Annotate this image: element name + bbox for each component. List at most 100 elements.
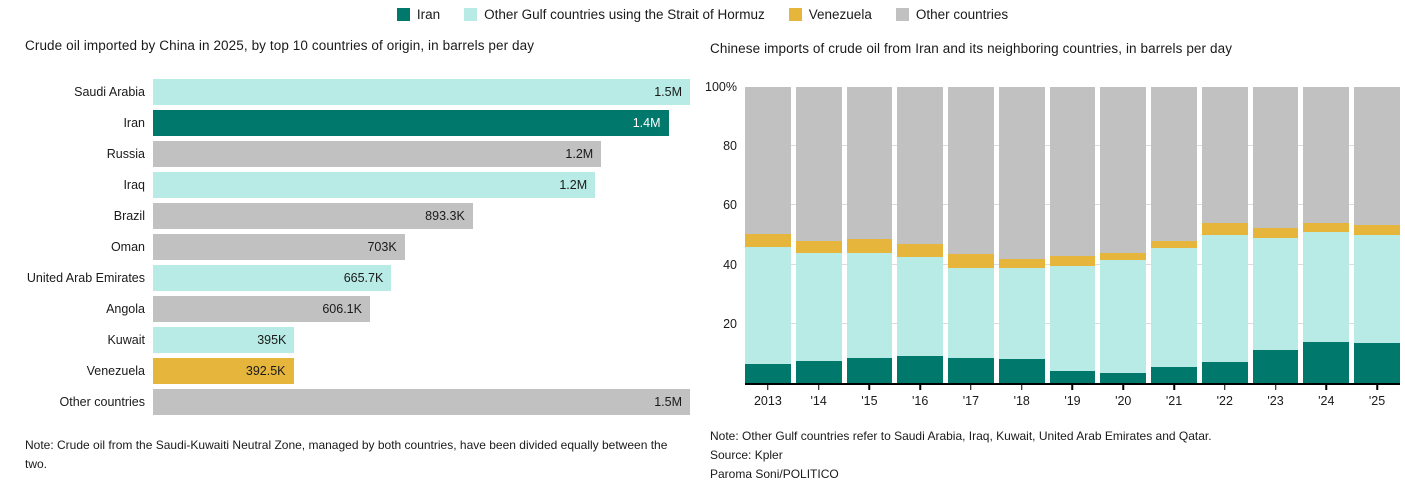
value-label: 703K xyxy=(367,240,397,254)
x-axis-cell: '16 xyxy=(897,385,943,408)
x-axis-cell: '15 xyxy=(847,385,893,408)
segment-venezuela xyxy=(1049,255,1096,267)
x-axis-label: '21 xyxy=(1165,394,1183,408)
x-axis-cell: '14 xyxy=(796,385,842,408)
x-axis-label: '19 xyxy=(1064,394,1081,408)
legend-item-venezuela: Venezuela xyxy=(788,7,872,22)
segment-other xyxy=(1252,87,1299,228)
segment-iran xyxy=(948,357,994,383)
bar-track: 392.5K xyxy=(153,358,690,384)
segment-gulf xyxy=(1201,234,1248,363)
country-label: Oman xyxy=(110,240,145,254)
left-chart-note: Note: Crude oil from the Saudi-Kuwaiti N… xyxy=(25,438,668,471)
stacked-bar-15 xyxy=(846,87,893,383)
segment-venezuela xyxy=(745,233,791,247)
bar-row: Iran 1.4M xyxy=(25,110,690,136)
country-label: Venezuela xyxy=(86,364,145,378)
segment-gulf xyxy=(1100,260,1147,373)
segment-venezuela xyxy=(1151,240,1197,249)
bar-row: Oman 703K xyxy=(25,234,690,260)
stacked-bar-22 xyxy=(1201,87,1248,383)
x-axis-tick xyxy=(1071,385,1074,390)
legend-item-other: Other countries xyxy=(895,7,1009,22)
segment-other xyxy=(1049,87,1096,256)
legend-label: Other Gulf countries using the Strait of… xyxy=(484,7,765,22)
segment-venezuela xyxy=(1303,223,1350,233)
segment-iran xyxy=(1049,371,1096,383)
segment-other xyxy=(948,87,994,255)
stacked-bar-23 xyxy=(1252,87,1299,383)
segment-venezuela xyxy=(1252,227,1299,238)
segment-iran xyxy=(1354,343,1400,383)
segment-gulf xyxy=(745,246,791,364)
country-label: Iran xyxy=(123,116,145,130)
country-label: Brazil xyxy=(113,209,145,223)
right-chart-plot: 100% 80 60 40 20 xyxy=(705,80,1400,385)
bar-track: 395K xyxy=(153,327,690,353)
x-axis-label: 2013 xyxy=(753,394,782,408)
bar-track: 893.3K xyxy=(153,203,690,229)
bar-track: 1.5M xyxy=(153,79,690,105)
x-axis-tick xyxy=(868,385,871,390)
bar-gulf: 665.7K xyxy=(153,265,392,291)
segment-gulf xyxy=(1049,266,1096,372)
x-axis-label: '17 xyxy=(962,394,980,408)
stacked-bar-25 xyxy=(1354,87,1400,383)
stacked-bar-14 xyxy=(795,87,842,383)
value-label: 395K xyxy=(257,333,287,347)
segment-other xyxy=(1201,87,1248,224)
value-label: 1.2M xyxy=(565,147,594,161)
value-label: 893.3K xyxy=(425,209,465,223)
x-axis-tick xyxy=(767,385,769,390)
country-label: Angola xyxy=(106,302,145,316)
right-chart-plot-wrap: 100% 80 60 40 20 2013 '14 '15 '16 '17 '18 '19 '20 '2… xyxy=(705,80,1400,408)
segment-venezuela xyxy=(795,240,842,253)
bar-row: Russia 1.2M xyxy=(25,141,690,167)
bar-other: 1.2M xyxy=(153,141,602,167)
right-chart-notes: Note: Other Gulf countries refer to Saud… xyxy=(710,427,1400,484)
x-axis-label: '24 xyxy=(1318,394,1335,408)
source-credit: Source: Kpler xyxy=(710,448,783,462)
legend: Iran Other Gulf countries using the Strai… xyxy=(0,7,1405,22)
right-chart-note: Note: Other Gulf countries refer to Saud… xyxy=(710,429,1212,443)
segment-venezuela xyxy=(998,258,1045,268)
bar-other: 703K xyxy=(153,234,405,260)
x-axis-label: '22 xyxy=(1216,394,1233,408)
stacked-bar-16 xyxy=(897,87,944,383)
value-label: 1.5M xyxy=(654,85,682,99)
x-axis-label: '14 xyxy=(810,394,827,408)
bar-row: Other countries 1.5M xyxy=(25,389,690,415)
y-axis-label-20: 20 xyxy=(723,316,737,331)
bar-track: 703K xyxy=(153,234,690,260)
x-axis-label: '20 xyxy=(1115,394,1132,408)
stacked-bar-21 xyxy=(1151,87,1197,383)
country-label: Kuwait xyxy=(107,333,145,347)
stacked-bar-17 xyxy=(948,87,994,383)
segment-gulf xyxy=(1252,237,1299,351)
byline-credit: Paroma Soni/POLITICO xyxy=(710,467,839,481)
segment-iran xyxy=(745,363,791,383)
bar-track: 665.7K xyxy=(153,265,690,291)
x-axis-tick xyxy=(1122,385,1124,390)
legend-label: Other countries xyxy=(915,7,1009,22)
bar-row: Venezuela 392.5K xyxy=(25,358,690,384)
country-label: Russia xyxy=(106,147,145,161)
bar-track: 1.2M xyxy=(153,172,690,198)
bar-track: 1.4M xyxy=(153,110,690,136)
legend-swatch-other-icon xyxy=(895,8,909,21)
bar-track: 606.1K xyxy=(153,296,690,322)
bar-gulf: 1.5M xyxy=(153,79,690,105)
x-axis-cell: '23 xyxy=(1253,385,1299,408)
legend-swatch-venezuela-icon xyxy=(788,8,802,21)
segment-iran xyxy=(1151,366,1197,383)
segment-other xyxy=(1303,87,1350,224)
country-label: Saudi Arabia xyxy=(74,85,145,99)
value-label: 606.1K xyxy=(322,302,362,316)
segment-other xyxy=(1100,87,1147,253)
segment-gulf xyxy=(1303,232,1350,342)
segment-gulf xyxy=(897,257,944,357)
x-axis-tick xyxy=(970,385,972,390)
x-axis-tick xyxy=(1173,385,1175,390)
x-axis-cell: '22 xyxy=(1202,385,1248,408)
bar-row: Iraq 1.2M xyxy=(25,172,690,198)
